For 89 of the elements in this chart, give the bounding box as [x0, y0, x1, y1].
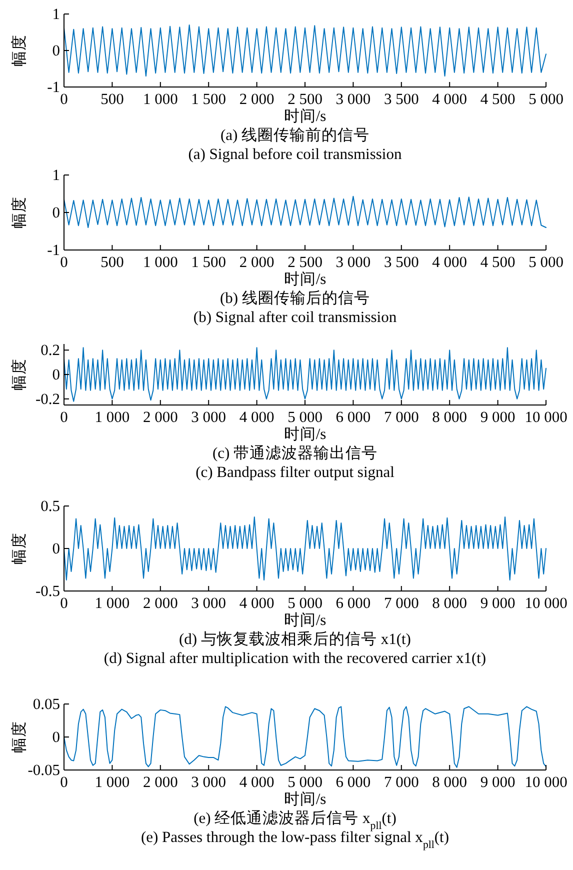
x-tick-label: 7 000: [384, 595, 420, 612]
x-tick-label: 1 000: [142, 254, 178, 271]
y-axis-title: 幅度: [10, 358, 28, 390]
x-tick-label: 9 000: [480, 409, 516, 426]
y-tick-label: 1: [52, 6, 60, 23]
x-tick-label: 5 000: [528, 91, 564, 108]
x-axis-title: 时间/s: [284, 270, 326, 288]
line-series: [64, 706, 546, 768]
x-tick-label: 5 000: [288, 409, 323, 426]
text: (e) 经低通滤波器后信号 x$_{pll}$(t): [194, 809, 396, 832]
x-tick-label: 8 000: [432, 595, 468, 612]
x-tick-label: 2 000: [239, 91, 274, 108]
x-tick-label: 2 000: [142, 409, 178, 426]
x-tick-label: 3 000: [191, 774, 226, 791]
line-series: [64, 24, 546, 77]
y-tick-label: 0.2: [40, 342, 60, 360]
x-axis-title: 时间/s: [284, 425, 326, 443]
x-tick-label: 10 000: [524, 774, 568, 791]
y-tick-label: 0.05: [32, 696, 60, 713]
y-tick-label: -0.5: [35, 583, 60, 600]
y-tick-label: 0: [52, 204, 60, 222]
y-axis-title: 幅度: [10, 196, 28, 228]
x-tick-label: 10 000: [524, 409, 568, 426]
y-axis-title: 幅度: [10, 34, 28, 66]
text: (a) Signal before coil transmission: [188, 146, 402, 163]
x-tick-label: 500: [100, 254, 124, 271]
x-tick-label: 500: [100, 91, 124, 108]
y-tick-label: 0.5: [40, 498, 60, 515]
x-tick-label: 3 000: [336, 254, 371, 271]
text: (c) Bandpass filter output signal: [196, 464, 394, 481]
x-tick-label: 7 000: [384, 774, 420, 791]
y-tick-label: 0: [52, 540, 60, 558]
x-tick-label: 4 000: [432, 254, 468, 271]
text: (b) 线圈传输后的信号: [220, 289, 370, 307]
x-tick-label: 7 000: [384, 409, 420, 426]
x-tick-label: 1 500: [191, 91, 226, 108]
x-tick-label: 4 500: [480, 254, 516, 271]
x-tick-label: 9 000: [480, 595, 516, 612]
x-tick-label: 8 000: [432, 774, 468, 791]
line-series: [64, 347, 546, 402]
x-tick-label: 1 000: [94, 409, 130, 426]
x-tick-label: 3 500: [384, 91, 420, 108]
x-tick-label: 6 000: [336, 595, 371, 612]
text: (d) Signal after multiplication with the recovered carrier x1(t): [104, 650, 486, 667]
x-tick-label: 6 000: [336, 409, 371, 426]
x-tick-label: 10 000: [524, 595, 568, 612]
x-axis-title: 时间/s: [284, 611, 326, 629]
y-tick-label: -0.05: [28, 762, 60, 779]
x-tick-label: 1 000: [142, 91, 178, 108]
line-series: [64, 196, 546, 228]
x-tick-label: 3 000: [191, 595, 226, 612]
line-series: [64, 516, 546, 580]
x-axis-title: 时间/s: [284, 790, 326, 808]
text: (d) 与恢复载波相乘后的信号 x1(t): [179, 630, 411, 648]
x-tick-label: 3 000: [191, 409, 226, 426]
x-tick-label: 1 000: [94, 595, 130, 612]
x-tick-label: 4 000: [239, 595, 274, 612]
x-tick-label: 2 500: [288, 91, 323, 108]
x-tick-label: 2 500: [288, 254, 323, 271]
text: (c) 带通滤波器输出信号: [212, 444, 378, 462]
x-tick-label: 5 000: [528, 254, 564, 271]
x-tick-label: 3 500: [384, 254, 420, 271]
y-tick-label: -1: [47, 79, 60, 96]
x-tick-label: 1 000: [94, 774, 130, 791]
x-tick-label: 5 000: [288, 774, 323, 791]
text: (b) Signal after coil transmission: [193, 309, 397, 326]
x-tick-label: 9 000: [480, 774, 516, 791]
x-axis-title: 时间/s: [284, 107, 326, 125]
y-tick-label: 1: [52, 167, 60, 184]
y-axis-title: 幅度: [10, 532, 28, 564]
x-tick-label: 2 000: [142, 595, 178, 612]
y-tick-label: 0: [52, 42, 60, 60]
x-tick-label: 6 000: [336, 774, 371, 791]
x-tick-label: 3 000: [336, 91, 371, 108]
x-tick-label: 8 000: [432, 409, 468, 426]
x-tick-label: 2 000: [142, 774, 178, 791]
y-tick-label: 0: [52, 366, 60, 384]
x-tick-label: 1 500: [191, 254, 226, 271]
y-tick-label: 0: [52, 729, 60, 746]
x-tick-label: 4 000: [239, 409, 274, 426]
x-tick-label: 4 500: [480, 91, 516, 108]
x-tick-label: 4 000: [239, 774, 274, 791]
y-tick-label: -0.2: [35, 390, 60, 408]
x-tick-label: 2 000: [239, 254, 274, 271]
y-axis-title: 幅度: [10, 721, 28, 753]
y-tick-label: -1: [47, 242, 60, 259]
x-tick-label: 5 000: [288, 595, 323, 612]
x-tick-label: 4 000: [432, 91, 468, 108]
text: (a) 线圈传输前的信号: [220, 126, 370, 144]
